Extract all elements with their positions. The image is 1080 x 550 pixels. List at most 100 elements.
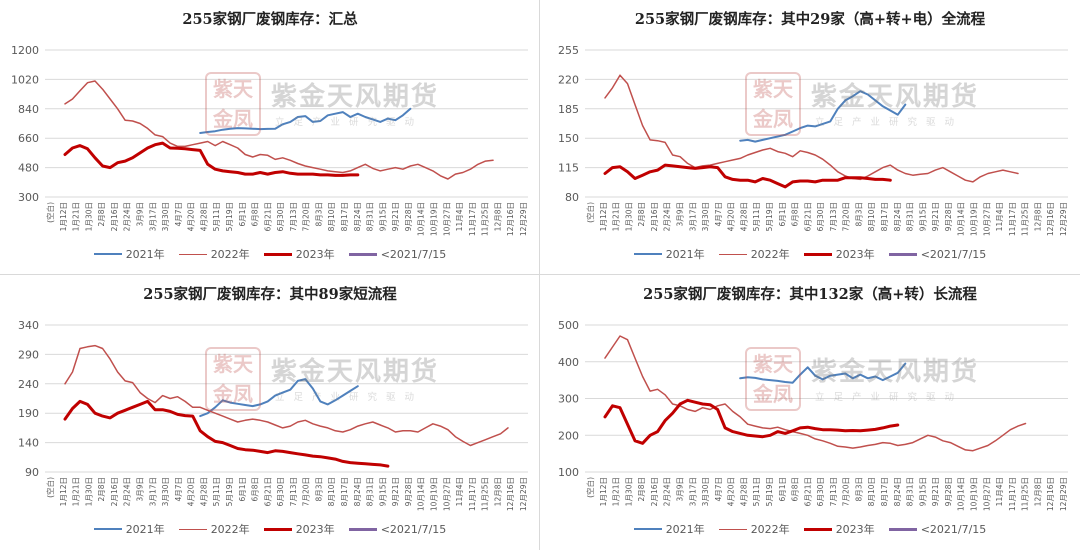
legend-label: 2022年: [210, 523, 250, 536]
chart-title: 255家钢厂废钢库存：汇总: [182, 11, 358, 28]
x-tick-label: 12月8日: [493, 202, 502, 231]
legend-item: 2021年: [633, 246, 705, 262]
series-line-2021年: [739, 90, 907, 143]
legend-item: 2021年: [93, 246, 165, 262]
x-tick-label: 2月8日: [637, 477, 646, 502]
y-tick-label: 400: [558, 356, 579, 369]
x-tick-label: 8月3日: [854, 202, 863, 227]
x-tick-label: 6月8日: [791, 477, 800, 502]
x-tick-label: 3月30日: [161, 477, 170, 506]
legend-item: <2021/7/15: [888, 246, 986, 262]
x-tick-label: (空白): [585, 477, 595, 498]
x-tick-label: 11月17日: [1008, 477, 1017, 511]
legend-label: 2023年: [835, 248, 875, 261]
x-tick-label: 3月9日: [675, 202, 684, 227]
x-tick-label: 11月25日: [1021, 202, 1030, 236]
x-tick-label: 12月29日: [1059, 202, 1068, 236]
x-tick-label: 1月21日: [612, 477, 621, 506]
x-tick-label: 9月28日: [944, 202, 953, 231]
chart-plot: 100 200 300 400 500 (空白) 1月12日 1月21日 1月30日 2月8日 2月…: [558, 319, 1068, 511]
x-tick-label: 7月13日: [829, 477, 838, 506]
chart-panel-total: 255家钢厂废钢库存：汇总 300 480 660 840 1020 1200 (空白) 1月…: [0, 0, 540, 275]
y-tick-label: 1200: [11, 44, 39, 57]
y-tick-label: 500: [558, 319, 579, 332]
y-tick-label: 140: [18, 437, 39, 450]
legend-label: <2021/7/15: [380, 247, 447, 261]
x-tick-label: 9月28日: [404, 202, 413, 231]
x-tick-label: 9月21日: [931, 477, 940, 506]
legend-swatch: [263, 252, 292, 256]
x-tick-label: 10月27日: [442, 202, 451, 236]
x-tick-label: 5月19日: [765, 202, 774, 231]
x-tick-label: 8月17日: [340, 477, 349, 506]
x-tick-label: 12月16日: [1046, 202, 1055, 236]
x-tick-label: 10月19日: [970, 477, 979, 511]
x-tick-label: 4月20日: [187, 477, 196, 506]
x-tick-label: 3月17日: [688, 202, 697, 231]
legend-label: 2023年: [295, 523, 335, 536]
x-tick-label: 8月17日: [880, 477, 889, 506]
x-tick-label: 4月20日: [727, 202, 736, 231]
chart-legend: 2021年 2022年 2023年 <2021/7/15: [540, 521, 1080, 537]
x-tick-label: 6月1日: [238, 477, 247, 502]
legend-swatch: [93, 528, 122, 530]
legend-swatch: [803, 252, 832, 256]
x-tick-label: 4月7日: [174, 477, 183, 502]
y-tick-label: 290: [18, 348, 39, 361]
legend-swatch: [888, 252, 917, 256]
x-tick-label: 12月16日: [1046, 477, 1055, 511]
legend-label: 2021年: [125, 523, 165, 536]
legend-swatch: [803, 527, 832, 531]
legend-label: 2021年: [665, 523, 705, 536]
x-tick-label: 6月1日: [238, 202, 247, 227]
x-tick-label: 11月17日: [1008, 202, 1017, 236]
x-tick-label: 6月21日: [263, 202, 272, 231]
x-tick-label: 1月12日: [59, 477, 68, 506]
x-tick-label: 8月10日: [867, 202, 876, 231]
legend-swatch: [718, 528, 747, 530]
x-tick-label: 7月13日: [289, 202, 298, 231]
legend-swatch: [633, 253, 662, 255]
x-tick-label: 5月19日: [225, 477, 234, 506]
x-tick-label: 4月7日: [714, 202, 723, 227]
x-tick-label: 6月30日: [276, 202, 285, 231]
y-tick-label: 660: [18, 132, 39, 145]
chart-title: 255家钢厂废钢库存：其中89家短流程: [143, 286, 397, 303]
x-tick-label: 12月29日: [1059, 477, 1068, 511]
x-tick-label: 6月21日: [263, 477, 272, 506]
legend-label: 2022年: [750, 248, 790, 261]
x-tick-label: 1月21日: [612, 202, 621, 231]
x-tick-label: 2月24日: [663, 477, 672, 506]
y-tick-label: 340: [18, 319, 39, 332]
x-tick-label: 8月24日: [893, 202, 902, 231]
x-tick-label: 12月16日: [506, 202, 515, 236]
x-tick-label: 4月28日: [739, 477, 748, 506]
legend-swatch: [633, 528, 662, 530]
y-tick-label: 480: [18, 162, 39, 175]
x-tick-label: 1月12日: [599, 202, 608, 231]
x-tick-label: 8月10日: [327, 477, 336, 506]
x-tick-label: 9月21日: [391, 477, 400, 506]
legend-label: 2022年: [750, 523, 790, 536]
y-tick-label: 1020: [11, 73, 39, 86]
x-tick-label: 4月7日: [714, 477, 723, 502]
x-tick-label: 8月31日: [906, 202, 915, 231]
chart-plot: 80 115 150 185 220 255 (空白) 1月12日 1月21日 1月30日 2月8日…: [558, 44, 1068, 236]
x-tick-label: 11月25日: [1021, 477, 1030, 511]
x-tick-label: 3月17日: [148, 202, 157, 231]
x-tick-label: 12月8日: [1033, 477, 1042, 506]
x-tick-label: 9月28日: [944, 477, 953, 506]
x-tick-label: 3月30日: [701, 477, 710, 506]
x-tick-label: 7月20日: [842, 477, 851, 506]
x-tick-label: 8月31日: [906, 477, 915, 506]
x-tick-label: 12月8日: [493, 477, 502, 506]
legend-swatch: [348, 527, 377, 531]
x-tick-label: 2月24日: [123, 202, 132, 231]
x-tick-label: 6月21日: [803, 202, 812, 231]
x-tick-label: 10月19日: [430, 477, 439, 511]
x-tick-label: 2月16日: [650, 477, 659, 506]
legend-swatch: [178, 528, 207, 530]
x-tick-label: 8月31日: [366, 202, 375, 231]
legend-item: 2022年: [178, 521, 250, 537]
x-tick-label: 3月9日: [135, 477, 144, 502]
